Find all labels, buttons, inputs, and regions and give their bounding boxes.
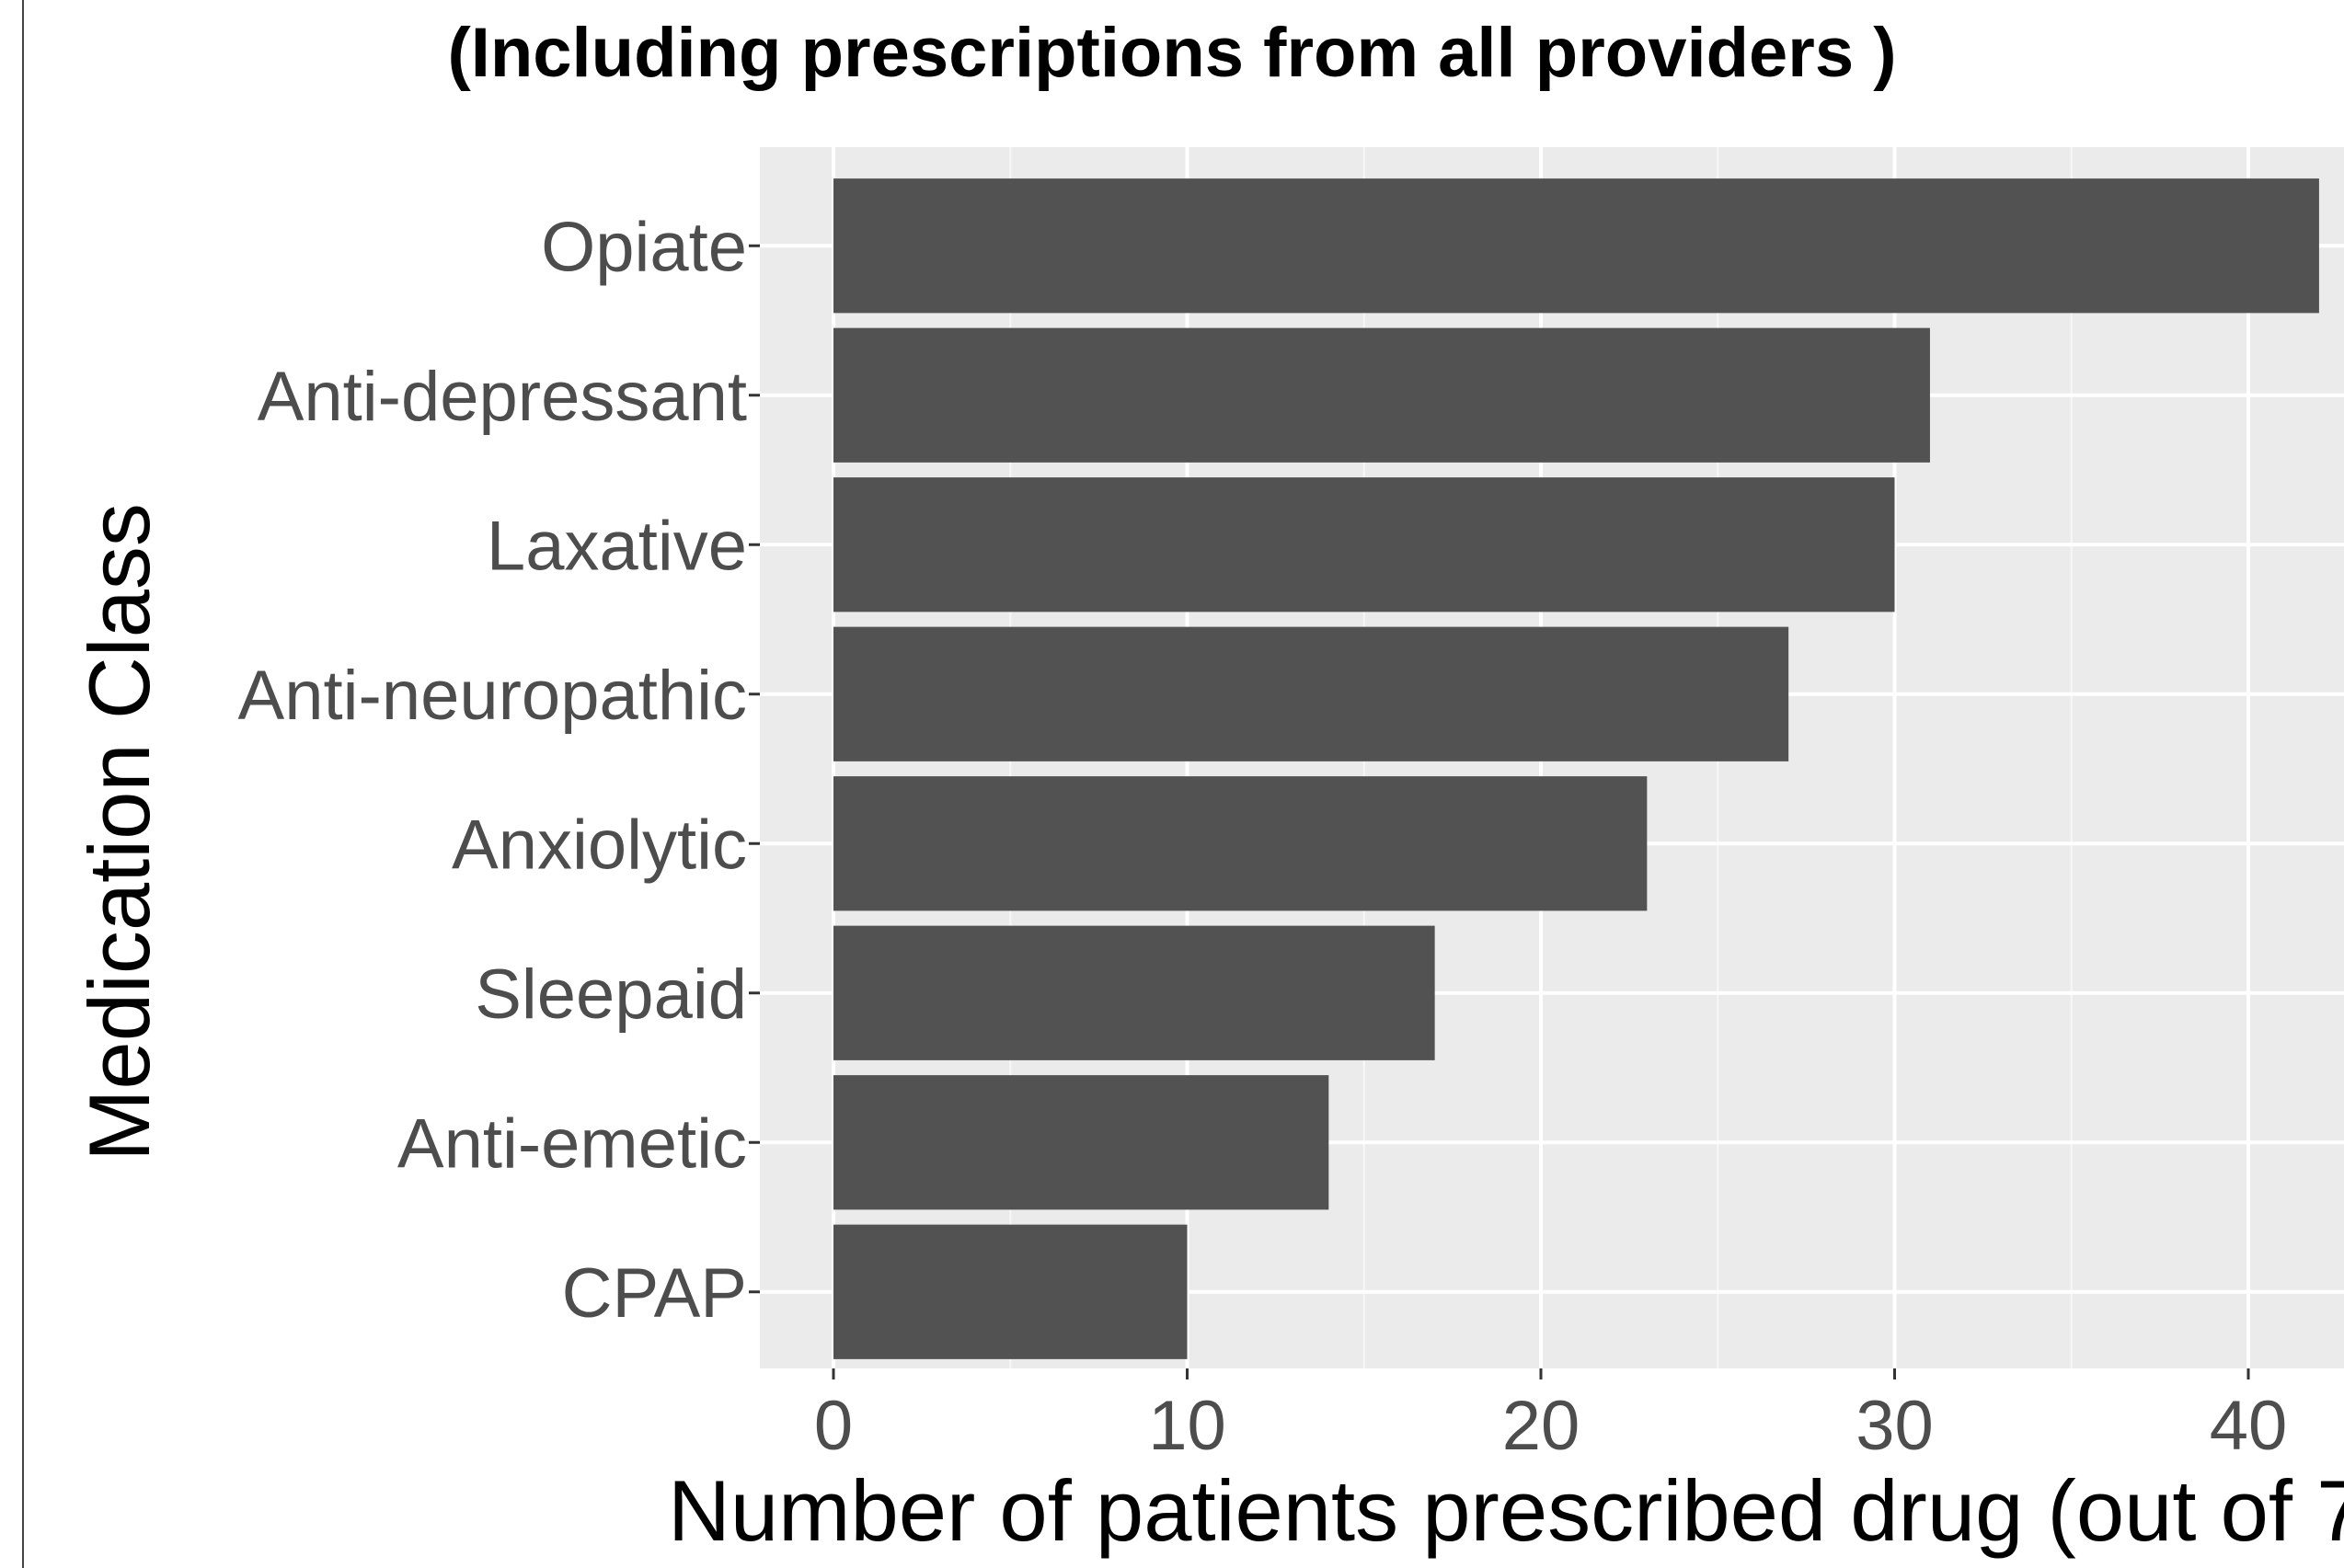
bars bbox=[833, 178, 2319, 1359]
left-border-line bbox=[22, 0, 24, 1568]
y-tick-label: Anti-emetic bbox=[397, 1104, 747, 1183]
x-axis-tick-labels: 0 10 20 30 40 bbox=[814, 1368, 2287, 1465]
x-tick-label: 40 bbox=[2210, 1387, 2288, 1465]
y-axis-title: Medication Class bbox=[71, 503, 167, 1162]
y-tick-label: Sleepaid bbox=[475, 956, 747, 1034]
bar-laxative bbox=[833, 477, 1895, 612]
bar-anxiolytic bbox=[833, 776, 1648, 911]
bar-anti-depressant bbox=[833, 327, 1930, 463]
bar-cpap bbox=[833, 1224, 1188, 1359]
y-tick-label: Anti-depressant bbox=[258, 358, 747, 436]
bar-opiate bbox=[833, 178, 2319, 314]
x-tick-label: 30 bbox=[1856, 1387, 1934, 1465]
y-tick-label: Anti-neuropathic bbox=[238, 657, 747, 735]
y-axis-tick-labels: Opiate Anti-depressant Laxative Anti-neurop… bbox=[238, 208, 760, 1333]
chart-title: (Including prescriptions from all provid… bbox=[447, 14, 1897, 92]
y-tick-label: CPAP bbox=[562, 1254, 747, 1333]
y-tick-label: Laxative bbox=[487, 507, 747, 585]
y-tick-label: Opiate bbox=[541, 208, 747, 286]
bar-anti-neuropathic bbox=[833, 626, 1789, 761]
y-tick-label: Anxiolytic bbox=[452, 806, 747, 884]
x-axis-title: Number of patients prescribed drug (out … bbox=[668, 1462, 2344, 1559]
bar-anti-emetic bbox=[833, 1075, 1329, 1210]
x-tick-label: 0 bbox=[814, 1387, 853, 1465]
x-tick-label: 10 bbox=[1148, 1387, 1226, 1465]
bar-sleepaid bbox=[833, 925, 1435, 1060]
x-tick-label: 20 bbox=[1502, 1387, 1580, 1465]
